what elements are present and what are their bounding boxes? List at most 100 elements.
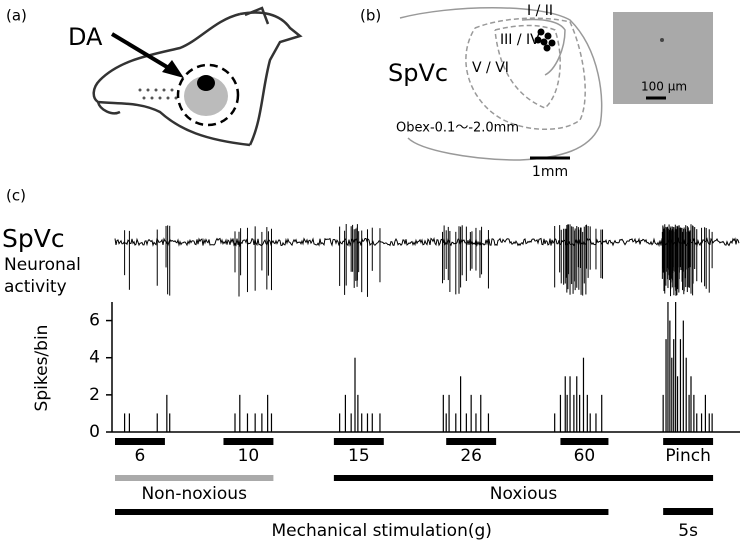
micrograph [613, 12, 713, 104]
histogram-bar [685, 357, 687, 432]
histogram-bar [667, 302, 669, 432]
histogram-bar [708, 413, 710, 432]
mechanical-bar [115, 509, 609, 515]
scale-label: 1mm [532, 164, 568, 180]
y-tick-label: 6 [89, 311, 100, 331]
histogram-bar [671, 357, 673, 432]
histogram-bar [354, 357, 356, 432]
histogram-bar [576, 376, 578, 432]
histogram-bar [379, 413, 381, 432]
histogram-bar [676, 376, 679, 432]
stimulus-label: 10 [238, 446, 260, 466]
stimulus-label: 26 [460, 446, 482, 466]
trace-subtitle: activity [4, 277, 67, 297]
time-scale-label: 5s [678, 521, 698, 541]
histogram-bar [166, 394, 168, 432]
stimulus-bar [446, 438, 497, 445]
histogram-bar [460, 376, 462, 432]
histogram-bar [704, 394, 706, 432]
level-label: Obex-0.1〜-2.0mm [396, 121, 519, 136]
stimulus-bar [663, 438, 714, 445]
trace-subtitle: Neuronal [4, 255, 81, 275]
histogram-bar [361, 413, 363, 432]
stimulus-bar [115, 438, 165, 445]
histogram-bar [169, 413, 171, 432]
recording-sites [534, 28, 556, 52]
histogram-bar [595, 413, 597, 432]
histogram-bar [445, 413, 447, 432]
histogram-bar [682, 320, 684, 432]
stimulus-bar [560, 438, 609, 445]
histogram-bar [673, 339, 675, 432]
layer-label: III / IV [500, 32, 540, 48]
histogram-bar [480, 394, 482, 432]
arrow [110, 32, 174, 72]
histogram-bar [601, 394, 603, 432]
histogram-bar [475, 413, 477, 432]
receptive-center [197, 75, 215, 91]
histogram-bar [573, 394, 575, 432]
histogram-bar [696, 413, 698, 432]
histogram-bar [554, 413, 556, 432]
receptive-field [184, 76, 228, 116]
stimulus-bar [223, 438, 274, 445]
histogram-bar [371, 413, 373, 432]
panel-label: (a) [6, 7, 27, 25]
histogram-bar [690, 376, 692, 432]
stimulus-label: 60 [574, 446, 596, 466]
histogram-bar [254, 413, 256, 432]
histogram-bar [246, 413, 249, 432]
stimulus-label: 15 [348, 446, 370, 466]
histogram-bar [675, 302, 677, 432]
stimulus-label: 6 [135, 446, 146, 466]
histogram-bar [564, 376, 566, 432]
histogram-bar [261, 413, 263, 432]
group-label: Non-noxious [141, 484, 247, 504]
histogram-bar [124, 413, 126, 432]
histogram-bar [270, 413, 273, 432]
histogram-bar [465, 413, 467, 432]
group-label: Noxious [490, 484, 558, 504]
annotation: DA [68, 23, 103, 51]
y-tick-label: 0 [89, 422, 100, 442]
histogram-bar [339, 413, 341, 432]
layer-label: I / II [527, 3, 553, 19]
panel-label: (b) [360, 7, 381, 25]
histogram-bar [559, 394, 562, 432]
histogram-bar [366, 413, 369, 432]
micrograph-spot [660, 38, 664, 42]
region-label: SpVc [388, 59, 448, 87]
arrow-head [162, 60, 184, 78]
histogram-bar [455, 413, 457, 432]
y-tick-label: 4 [89, 348, 100, 368]
histogram-bar [586, 394, 588, 432]
histogram-bar [679, 339, 682, 432]
group-bar [333, 475, 714, 481]
histogram-bar [487, 413, 490, 432]
stimulus-bar [333, 438, 384, 445]
histogram-bar [128, 413, 130, 432]
mechanical-label: Mechanical stimulation(g) [272, 521, 492, 541]
histogram-bar [662, 394, 664, 432]
histogram-bar [700, 413, 703, 432]
time-scale-bar [663, 508, 714, 515]
whisker-pads [138, 88, 178, 100]
histogram-bar [669, 320, 671, 432]
histogram-bar [711, 413, 713, 432]
histogram-bar [569, 376, 571, 432]
histogram-bar [688, 394, 690, 432]
trace-title: SpVc [2, 224, 65, 253]
panel-label: (c) [6, 187, 26, 205]
dashed-outline [176, 63, 240, 127]
histogram-bar [234, 413, 236, 432]
histogram-bar [357, 394, 359, 432]
rat-head [92, 6, 303, 147]
histogram-bar [582, 357, 585, 432]
layer-label: V / VI [472, 60, 509, 76]
stimulus-label: Pinch [665, 446, 711, 466]
histogram-bar [350, 413, 352, 432]
inset-scale-label: 100 μm [641, 80, 687, 94]
neural-trace [114, 236, 740, 248]
histogram-bar [267, 394, 269, 432]
